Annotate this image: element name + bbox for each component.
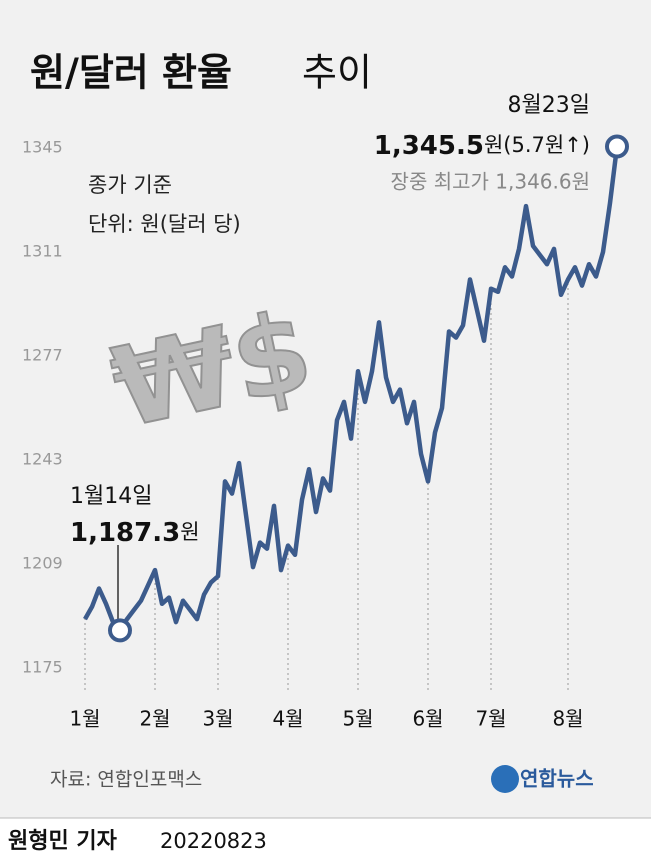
x-tick-label: 1월 [69,707,100,731]
logo: 연합뉴스 [520,767,594,791]
x-tick-label: 3월 [202,707,233,731]
logo-icon [491,765,519,793]
annotation-unit: 원 [180,520,199,544]
x-tick-label: 8월 [552,707,583,731]
annotation-value: 1,187.3원 [70,518,200,548]
note: 종가 기준 [88,173,172,197]
annotation-change: (5.7원↑) [503,133,590,157]
source: 자료: 연합인포맥스 [50,769,202,791]
y-tick-label: 1175 [22,658,63,677]
byline: 원형민 기자 [8,829,118,854]
y-tick-label: 1345 [22,138,63,157]
x-tick-label: 7월 [475,707,506,731]
date: 20220823 [160,829,267,853]
annotation-date: 1월14일 [70,484,152,509]
note: 단위: 원(달러 당) [88,212,241,236]
annotation-value: 1,345.5원(5.7원↑) [374,131,590,161]
x-tick-label: 2월 [139,707,170,731]
x-tick-label: 6월 [412,707,443,731]
line [83,146,620,633]
footer-background [0,818,651,864]
background [0,0,651,818]
annotation-unit: 원 [484,133,503,157]
chart-title: 원/달러 환율 [30,51,232,95]
x-tick-label: 5월 [342,707,373,731]
y-tick-label: 1209 [22,554,63,573]
annotation-label: 1,345.5 [374,131,484,161]
y-tick-label: 1311 [22,242,63,261]
highlight-point [108,618,132,643]
annotation-date: 8월23일 [508,93,590,118]
highlight-point [605,134,629,159]
annotation-label: 1,187.3 [70,518,180,548]
chart-title-suffix: 추이 [302,51,372,95]
annotation-note: 장중 최고가 1,346.6원 [391,170,590,194]
y-tick-label: 1277 [22,346,63,365]
y-tick-label: 1243 [22,450,63,469]
x-tick-label: 4월 [272,707,303,731]
